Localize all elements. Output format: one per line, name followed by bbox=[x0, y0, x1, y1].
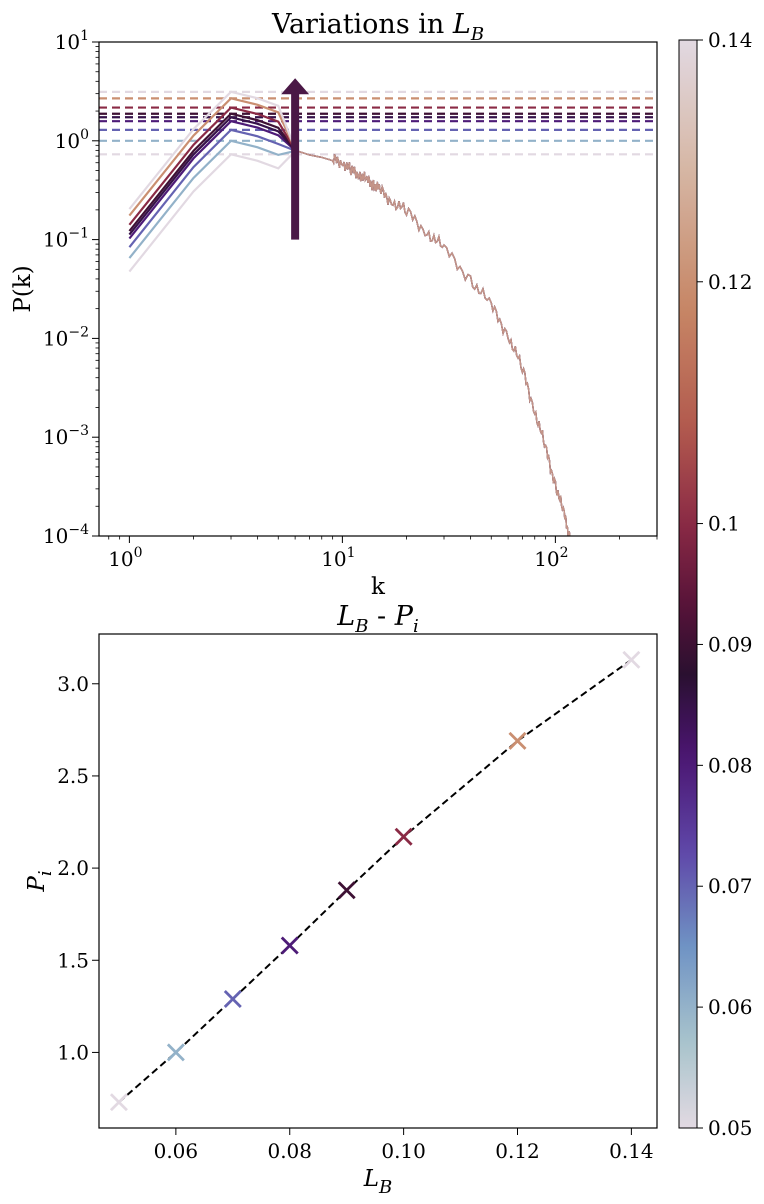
lb-pi-y-label: Pi bbox=[24, 870, 56, 892]
spectrum-tail-lb-0.1 bbox=[294, 149, 571, 536]
colorbar-tick-label: 0.12 bbox=[708, 270, 753, 294]
data-point-marker bbox=[166, 1043, 185, 1062]
y-tick-label: 10−1 bbox=[43, 226, 89, 252]
data-point-marker bbox=[109, 1093, 128, 1112]
marker-stroke bbox=[280, 936, 299, 955]
spectrum-line-lb-0.07 bbox=[128, 128, 296, 248]
lb-pi-frame bbox=[98, 633, 658, 1129]
spectrum-tail-lb-0.07 bbox=[294, 149, 571, 536]
x-tick-label: 0.08 bbox=[267, 1139, 312, 1163]
spectrum-line-lb-0.05 bbox=[128, 150, 296, 273]
spectrum-line-lb-0.12 bbox=[128, 97, 297, 217]
increase-arrow-head bbox=[281, 78, 310, 95]
x-tick-label: 102 bbox=[534, 545, 568, 571]
y-tick-label: 3.0 bbox=[57, 672, 89, 696]
spectrum-tail-lb-0.12 bbox=[294, 149, 571, 536]
marker-stroke bbox=[223, 989, 242, 1008]
colorbar: 0.05 0.06 0.07 0.08 0.09 0.1 0.12 0.14 bbox=[678, 28, 753, 1140]
spectrum-tail-lb-0.08 bbox=[294, 149, 571, 536]
colorbar-tick-label: 0.05 bbox=[708, 1116, 753, 1140]
colorbar-tick-label: 0.1 bbox=[708, 512, 740, 536]
spectrum-line-lb-0.085 bbox=[128, 116, 296, 236]
lb-pi-title: LB - Pi bbox=[336, 601, 418, 637]
data-point-marker bbox=[223, 989, 242, 1008]
x-tick-label: 100 bbox=[108, 545, 142, 571]
colorbar-tick-label: 0.09 bbox=[708, 632, 753, 656]
y-tick-label: 10−3 bbox=[43, 423, 89, 449]
lb-pi-plot-area bbox=[109, 650, 641, 1112]
spectrum-tail-lb-0.09 bbox=[294, 149, 571, 536]
increase-arrow-shaft bbox=[291, 92, 300, 240]
y-tick-label: 10−2 bbox=[43, 324, 89, 350]
data-point-marker bbox=[280, 936, 299, 955]
power-spectrum-title: Variations in LB bbox=[271, 9, 484, 45]
spectrum-line-lb-0.09 bbox=[128, 112, 296, 232]
spectrum-line-lb-0.06 bbox=[128, 139, 296, 259]
fit-dashed-line bbox=[118, 658, 632, 1103]
power-spectrum-panel: Variations in LB 100 101 102 10−410−310−21… bbox=[10, 9, 658, 600]
spectrum-tail-outline bbox=[294, 149, 571, 536]
colorbar-ticks: 0.05 0.06 0.07 0.08 0.09 0.1 0.12 0.14 bbox=[697, 28, 753, 1140]
y-tick-label: 2.0 bbox=[57, 856, 89, 880]
marker-stroke bbox=[622, 650, 641, 669]
y-tick-label: 10−4 bbox=[43, 522, 89, 548]
lb-pi-y-ticks: 1.0 1.5 2.0 2.5 3.0 bbox=[57, 672, 99, 1064]
spectrum-line-lb-0.14 bbox=[128, 90, 297, 210]
data-point-marker bbox=[337, 881, 356, 900]
power-spectrum-y-ticks: 10−4 10−3 10−2 10−1 100 101 bbox=[43, 28, 99, 548]
power-spectrum-plot-area bbox=[99, 78, 657, 536]
y-tick-label: 1.5 bbox=[57, 948, 89, 972]
spectrum-line-lb-0.08 bbox=[128, 119, 296, 240]
y-tick-label: 101 bbox=[55, 28, 89, 54]
power-spectrum-x-label: k bbox=[371, 574, 386, 600]
lb-pi-x-ticks: 0.06 0.08 0.10 0.12 0.14 bbox=[154, 1128, 654, 1163]
data-point-marker bbox=[508, 731, 527, 750]
spectrum-tail-lb-0.14 bbox=[294, 149, 571, 536]
data-point-marker bbox=[394, 827, 413, 846]
lb-pi-x-label: LB bbox=[363, 1166, 393, 1198]
lb-pi-panel: LB - Pi 0.06 0.08 0.10 0.12 0.14 1.0 1.5 2.0 2.… bbox=[24, 601, 658, 1198]
x-tick-label: 101 bbox=[321, 545, 355, 571]
spectrum-tail-lb-0.05 bbox=[294, 149, 571, 536]
spectrum-tail-lb-0.085 bbox=[294, 149, 571, 536]
colorbar-tick-label: 0.07 bbox=[708, 874, 753, 898]
marker-stroke bbox=[337, 881, 356, 900]
colorbar-tick-label: 0.06 bbox=[708, 995, 753, 1019]
colorbar-tick-label: 0.08 bbox=[708, 753, 753, 777]
x-tick-label: 0.10 bbox=[381, 1139, 426, 1163]
power-spectrum-x-ticks: 100 101 102 bbox=[108, 536, 658, 571]
y-tick-label: 1.0 bbox=[57, 1040, 89, 1064]
colorbar-tick-label: 0.14 bbox=[708, 28, 753, 52]
y-tick-label: 100 bbox=[55, 127, 89, 153]
power-spectrum-y-label: P(k) bbox=[10, 265, 36, 312]
colorbar-bar bbox=[678, 39, 698, 1129]
marker-stroke bbox=[394, 827, 413, 846]
spectrum-tail-highlight bbox=[294, 149, 571, 536]
marker-stroke bbox=[109, 1093, 128, 1112]
y-tick-label: 2.5 bbox=[57, 764, 89, 788]
marker-stroke bbox=[508, 731, 527, 750]
spectrum-tail-lb-0.06 bbox=[294, 149, 571, 536]
marker-stroke bbox=[166, 1043, 185, 1062]
x-tick-label: 0.06 bbox=[154, 1139, 199, 1163]
x-tick-label: 0.12 bbox=[495, 1139, 540, 1163]
x-tick-label: 0.14 bbox=[609, 1139, 654, 1163]
data-point-marker bbox=[622, 650, 641, 669]
spectrum-line-lb-0.1 bbox=[128, 106, 297, 226]
power-spectrum-frame bbox=[98, 41, 658, 537]
